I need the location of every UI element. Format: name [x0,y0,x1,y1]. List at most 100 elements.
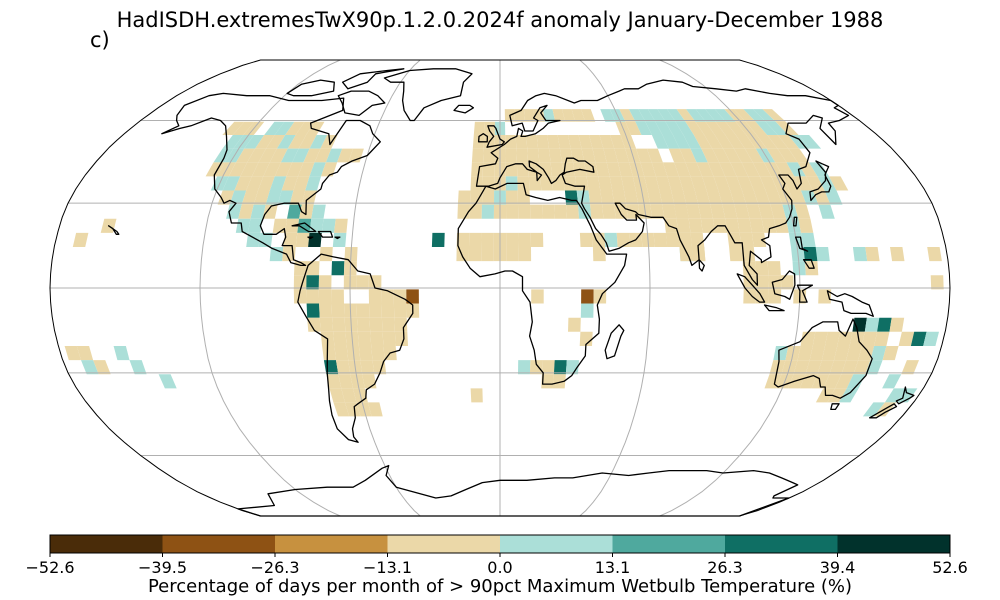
anomaly-cell [759,176,778,191]
anomaly-cell [675,121,694,135]
anomaly-cell [584,162,599,177]
anomaly-cell [293,176,310,191]
anomaly-cell [322,346,336,361]
anomaly-cell [456,232,470,247]
anomaly-cell [76,346,94,361]
anomaly-cell [737,218,752,233]
anomaly-cell [547,135,560,149]
anomaly-cell [506,204,519,219]
anomaly-cell [269,176,287,191]
anomaly-cell [581,289,594,304]
anomaly-cell [564,190,579,205]
anomaly-cell [368,289,382,304]
coastline [237,464,799,517]
anomaly-cell [690,232,705,247]
coastline [317,230,334,238]
anomaly-cell [72,232,89,247]
anomaly-cell [541,374,554,389]
anomaly-cell [662,204,677,219]
anomaly-cell [588,190,603,205]
anomaly-cell [788,374,806,389]
anomaly-cell [705,121,726,135]
anomaly-cell [676,218,691,233]
anomaly-cell [725,218,740,233]
anomaly-cell [247,148,266,163]
anomaly-cell [431,232,445,247]
anomaly-cell [309,135,328,149]
anomaly-cell [805,360,822,375]
anomaly-cell [372,360,387,375]
anomaly-cell [662,162,679,177]
anomaly-cell [817,360,834,375]
colorbar-tick-label: 13.1 [594,558,631,577]
anomaly-cell [890,247,905,262]
anomaly-cell [693,135,713,149]
anomaly-cell [523,109,536,122]
anomaly-cell [824,190,843,205]
anomaly-cell [864,317,880,332]
coastline [809,160,832,202]
anomaly-cell [797,346,813,361]
anomaly-cell [470,190,483,205]
anomaly-cell [818,204,835,219]
anomaly-cell [592,148,607,163]
anomaly-cell [370,331,384,346]
colorbar-tick-label: −13.1 [362,558,413,577]
anomaly-cell [274,162,293,177]
anomaly-cell [337,148,354,163]
anomaly-cell [473,121,485,135]
anomaly-cell [241,190,258,205]
colorbar-tick-label: 52.6 [932,558,968,577]
anomaly-cell [780,275,794,290]
anomaly-cell [710,204,726,219]
colorbar-tick-label: −52.6 [25,558,75,577]
anomaly-cell [318,289,332,304]
anomaly-cell [595,162,610,177]
coastline [736,273,766,303]
anomaly-cell [775,162,795,177]
anomaly-cell [293,289,307,304]
anomaly-cell [369,317,383,332]
anomaly-cell [222,176,241,191]
anomaly-cell [730,190,747,205]
coastline [291,222,317,233]
coastline [337,90,386,117]
anomaly-cell [319,317,334,332]
anomaly-cell [530,232,544,247]
anomaly-cell [481,204,494,219]
anomaly-cell [309,218,324,233]
anomaly-cell [341,388,357,403]
anomaly-cell [910,331,927,346]
anomaly-cell [471,162,484,177]
anomaly-cell [825,331,840,346]
anomaly-cell [552,109,566,122]
anomaly-cell [264,121,285,135]
anomaly-cell [550,162,564,177]
anomaly-cell [674,162,691,177]
anomaly-cell [665,121,684,135]
anomaly-cell [704,135,724,149]
coastline [453,104,475,114]
anomaly-cell [314,148,332,163]
anomaly-cell [321,162,338,177]
anomaly-cell [232,121,255,135]
anomaly-cell [344,402,361,417]
coastline [763,304,785,312]
anomaly-cell [571,109,586,122]
anomaly-cell [325,148,343,163]
anomaly-cell [527,148,540,163]
coastline [486,125,505,148]
anomaly-cell [565,360,579,375]
anomaly-cell [706,190,723,205]
anomaly-cell [803,247,818,262]
anomaly-cell [506,232,519,247]
map-title: HadISDH.extremesTwX90p.1.2.0.2024f anoma… [116,8,884,32]
anomaly-cell [518,204,531,219]
anomaly-cell [505,190,518,205]
anomaly-cell [671,190,687,205]
anomaly-cell [235,218,251,233]
anomaly-cell [801,232,816,247]
colorbar-tick-label: 0.0 [487,558,513,577]
anomaly-cell [749,218,765,233]
anomaly-cell [659,190,675,205]
